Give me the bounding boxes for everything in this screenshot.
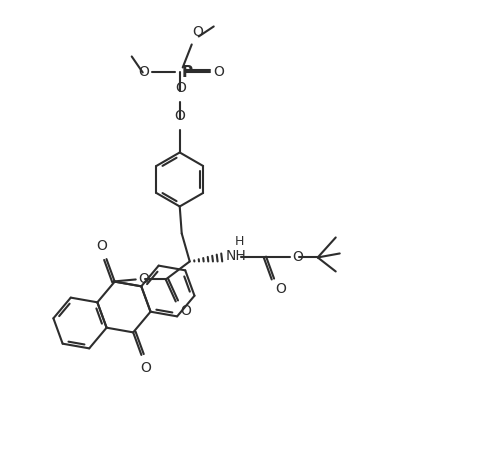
Text: O: O [97,239,107,253]
Text: H: H [235,236,244,249]
Text: O: O [141,361,151,375]
Text: O: O [138,65,149,80]
Text: O: O [293,251,304,264]
Text: O: O [193,25,204,40]
Text: O: O [174,109,185,123]
Text: P: P [182,65,193,80]
Text: NH: NH [226,250,246,263]
Text: O: O [175,81,186,96]
Text: O: O [214,65,224,80]
Text: O: O [139,272,149,286]
Text: O: O [181,304,192,318]
Text: O: O [276,283,287,296]
